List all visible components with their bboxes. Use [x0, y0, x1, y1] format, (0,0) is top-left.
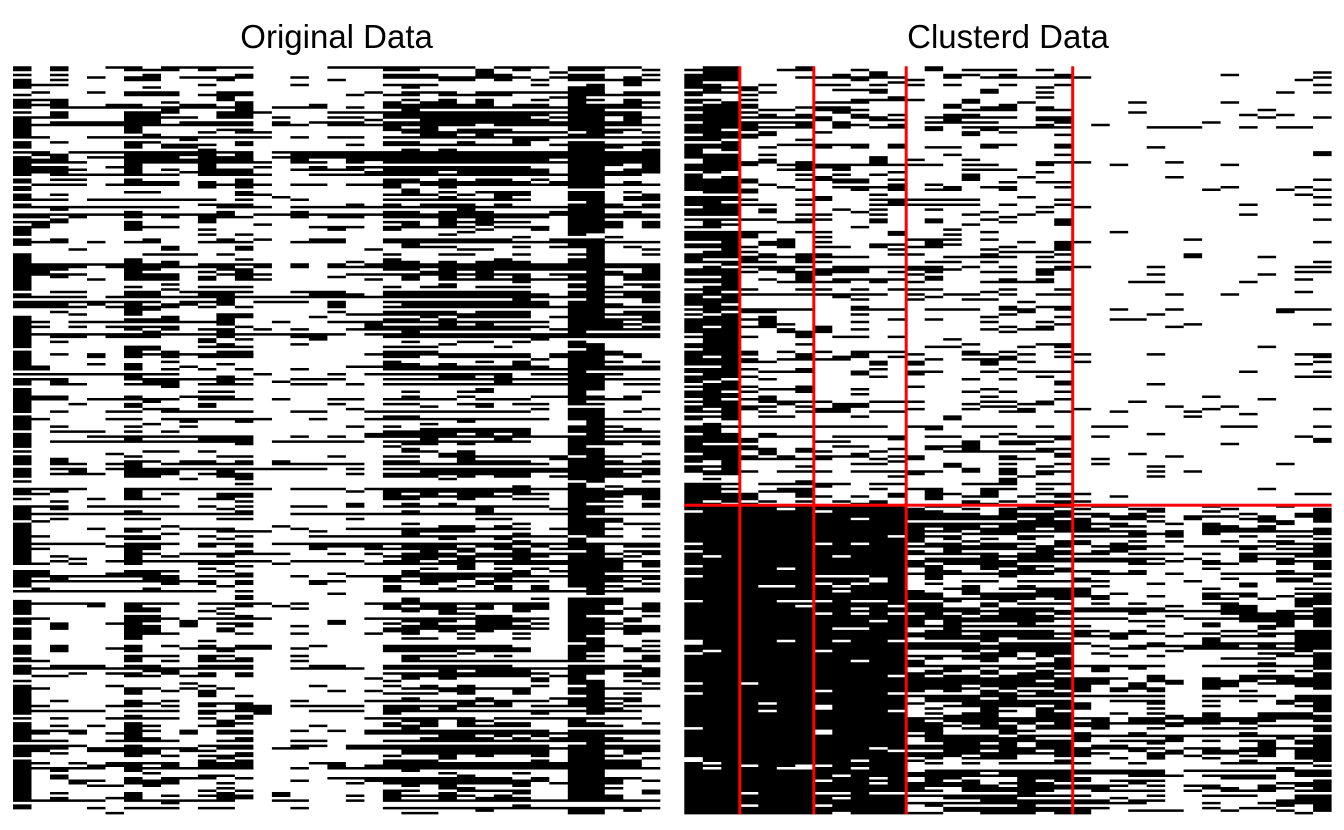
svg-text:Clusterd Data: Clusterd Data	[907, 18, 1109, 55]
svg-text:Original Data: Original Data	[240, 18, 433, 55]
